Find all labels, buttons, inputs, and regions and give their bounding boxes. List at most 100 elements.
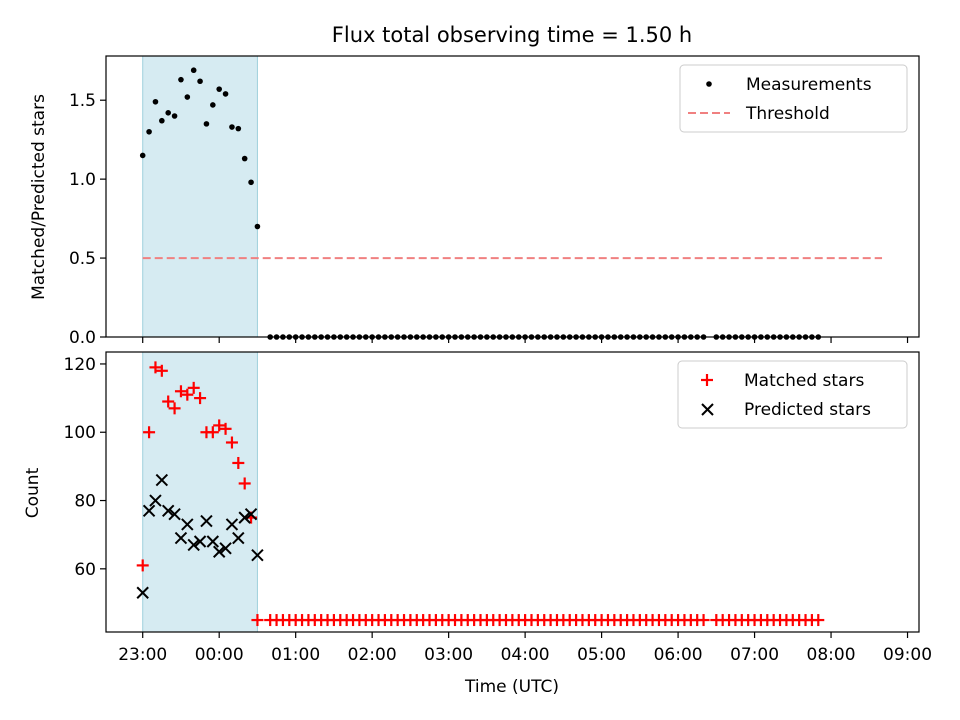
matched-star-point	[251, 614, 264, 627]
predicted-star-point	[206, 535, 220, 548]
matched-star-point	[697, 614, 710, 627]
measurement-point	[159, 117, 165, 124]
measurement-point	[184, 94, 191, 100]
xtick-label: 07:00	[730, 645, 779, 665]
measurement-point	[203, 121, 210, 127]
matched-star-point	[194, 392, 207, 405]
legend-predicted-marker	[701, 403, 714, 416]
top-legend-box	[679, 64, 908, 133]
top-ytick-label: 0.0	[69, 328, 96, 348]
predicted-star-point	[251, 548, 264, 562]
legend-matched-label: Matched stars	[744, 371, 864, 391]
measurement-point	[248, 179, 254, 186]
xtick-label: 09:00	[883, 645, 932, 665]
bottom-legend: Matched stars Predicted stars	[677, 360, 908, 429]
top-legend: Measurements Threshold	[679, 64, 908, 133]
xtick-label: 01:00	[271, 645, 320, 665]
bottom-ytick-label: 80	[74, 492, 96, 512]
predicted-star-point	[225, 518, 239, 531]
measurement-point	[152, 98, 159, 105]
xtick-label: 03:00	[424, 645, 473, 665]
matched-stars-points	[136, 361, 825, 627]
matched-star-point	[219, 422, 232, 435]
measurement-point	[216, 86, 222, 92]
measurement-point	[146, 128, 152, 135]
bottom-axes-frame	[105, 351, 920, 633]
measurement-point	[241, 155, 248, 162]
bottom-ytick-label: 120	[64, 355, 96, 375]
measurement-point	[190, 67, 197, 74]
xtick-label: 02:00	[348, 645, 397, 665]
predicted-stars-points	[136, 473, 264, 599]
top-ytick-label: 1.5	[69, 91, 96, 111]
top-ytick-label: 0.5	[69, 249, 96, 269]
legend-predicted-label: Predicted stars	[744, 400, 871, 420]
figure-title: Flux total observing time = 1.50 h	[332, 23, 692, 47]
x-axis-label: Time (UTC)	[464, 677, 559, 697]
matched-star-point	[149, 361, 162, 374]
matched-star-point	[162, 395, 175, 408]
matched-star-point	[136, 559, 149, 572]
matched-star-point	[174, 385, 187, 398]
matched-star-point	[812, 614, 825, 627]
matched-star-point	[225, 436, 238, 449]
bottom-axes: 60 80 100 120 23:00 00:00 01:00 02:00 03:00 04:0…	[23, 351, 932, 697]
matched-star-point	[143, 426, 156, 439]
predicted-star-point	[174, 531, 188, 545]
measurement-point	[210, 102, 216, 108]
xtick-label: 00:00	[195, 645, 244, 665]
matched-star-point	[181, 388, 194, 401]
measurement-point	[229, 124, 235, 130]
matched-star-point	[187, 381, 200, 394]
bottom-y-ticks: 60 80 100 120	[64, 355, 106, 580]
top-axes: 0.0 0.5 1.0 1.5 Matched/Predicted stars Mea…	[29, 55, 920, 348]
measurement-point	[171, 113, 178, 119]
predicted-star-point	[142, 504, 156, 517]
top-ytick-label: 1.0	[69, 170, 96, 190]
matched-star-point	[238, 477, 251, 490]
measurement-point	[235, 125, 242, 132]
matched-star-point	[232, 456, 245, 469]
predicted-star-point	[238, 511, 251, 524]
predicted-star-point	[149, 494, 162, 507]
top-y-axis-label: Matched/Predicted stars	[29, 94, 49, 300]
predicted-star-point	[232, 531, 245, 545]
predicted-star-point	[187, 538, 200, 552]
legend-threshold-label: Threshold	[745, 104, 830, 124]
matched-star-point	[155, 364, 168, 377]
predicted-star-point	[155, 473, 169, 487]
predicted-star-point	[193, 535, 207, 548]
bottom-x-ticks: 23:00 00:00 01:00 02:00 03:00 04:00 05:00 06:00…	[118, 632, 932, 665]
top-y-ticks: 0.0 0.5 1.0 1.5	[69, 91, 106, 348]
predicted-star-point	[200, 514, 213, 528]
predicted-star-point	[212, 545, 226, 558]
measurement-point	[165, 110, 172, 116]
bottom-y-axis-label: Count	[23, 467, 43, 518]
measurement-point	[254, 223, 261, 230]
predicted-star-point	[136, 586, 149, 599]
predicted-star-point	[168, 507, 181, 521]
legend-measurements-marker	[706, 81, 712, 87]
predicted-star-point	[161, 504, 175, 517]
predicted-star-point	[181, 518, 194, 531]
bottom-ytick-label: 100	[64, 423, 96, 443]
xtick-label: 08:00	[807, 645, 856, 665]
xtick-label: 06:00	[654, 645, 703, 665]
predicted-star-point	[219, 542, 232, 555]
top-axes-frame	[105, 55, 920, 338]
matched-star-point	[206, 426, 219, 439]
xtick-label: 05:00	[577, 645, 626, 665]
top-shaded-region	[142, 55, 258, 338]
bottom-ytick-label: 60	[74, 560, 96, 580]
measurement-point	[197, 78, 203, 85]
bottom-legend-box	[677, 360, 908, 429]
xtick-label: 04:00	[501, 645, 550, 665]
predicted-star-point	[244, 507, 258, 521]
xtick-label: 23:00	[118, 645, 167, 665]
measurement-point	[178, 76, 184, 83]
legend-matched-marker	[701, 374, 713, 386]
measurement-point	[139, 152, 146, 159]
matched-star-point	[213, 419, 226, 432]
legend-measurements-label: Measurements	[746, 75, 872, 95]
